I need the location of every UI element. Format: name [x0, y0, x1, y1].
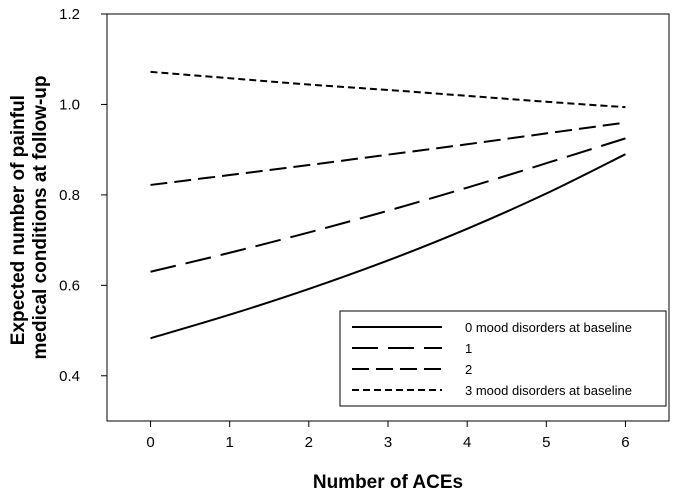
series-line-0 [150, 153, 626, 340]
y-axis-label-line-2: medical conditions at follow-up [30, 76, 51, 360]
x-axis-label: Number of ACEs [313, 472, 463, 493]
legend-label-2: 2 [465, 362, 472, 377]
y-tick-label: 0.8 [59, 187, 80, 204]
series-lines [150, 70, 626, 340]
y-tick-label: 0.6 [59, 277, 80, 294]
y-tick-label: 1.0 [59, 96, 80, 113]
legend-label-1: 1 [465, 341, 472, 356]
y-tick-label: 1.2 [59, 6, 80, 23]
y-tick-label: 0.4 [59, 368, 80, 385]
legend: 0 mood disorders at baseline 1 2 3 mood dis… [339, 310, 667, 407]
series-line-1 [150, 137, 626, 273]
legend-label-3: 3 mood disorders at baseline [465, 383, 632, 398]
x-tick-label: 3 [384, 434, 392, 451]
x-tick-label: 0 [146, 434, 154, 451]
x-tick-label: 6 [621, 434, 629, 451]
series-line-3 [150, 70, 626, 109]
legend-label-0: 0 mood disorders at baseline [465, 320, 632, 335]
y-axis-label: Expected number of painful medical condi… [8, 76, 51, 360]
series-line-2 [150, 121, 626, 186]
x-tick-label: 1 [226, 434, 234, 451]
y-axis-label-line-1: Expected number of painful [8, 95, 29, 345]
x-tick-label: 4 [463, 434, 471, 451]
axis-ticks: 0 1 2 3 4 5 6 0.4 0.6 0.8 1.0 1.2 [59, 6, 629, 451]
x-tick-label: 2 [305, 434, 313, 451]
x-tick-label: 5 [542, 434, 550, 451]
